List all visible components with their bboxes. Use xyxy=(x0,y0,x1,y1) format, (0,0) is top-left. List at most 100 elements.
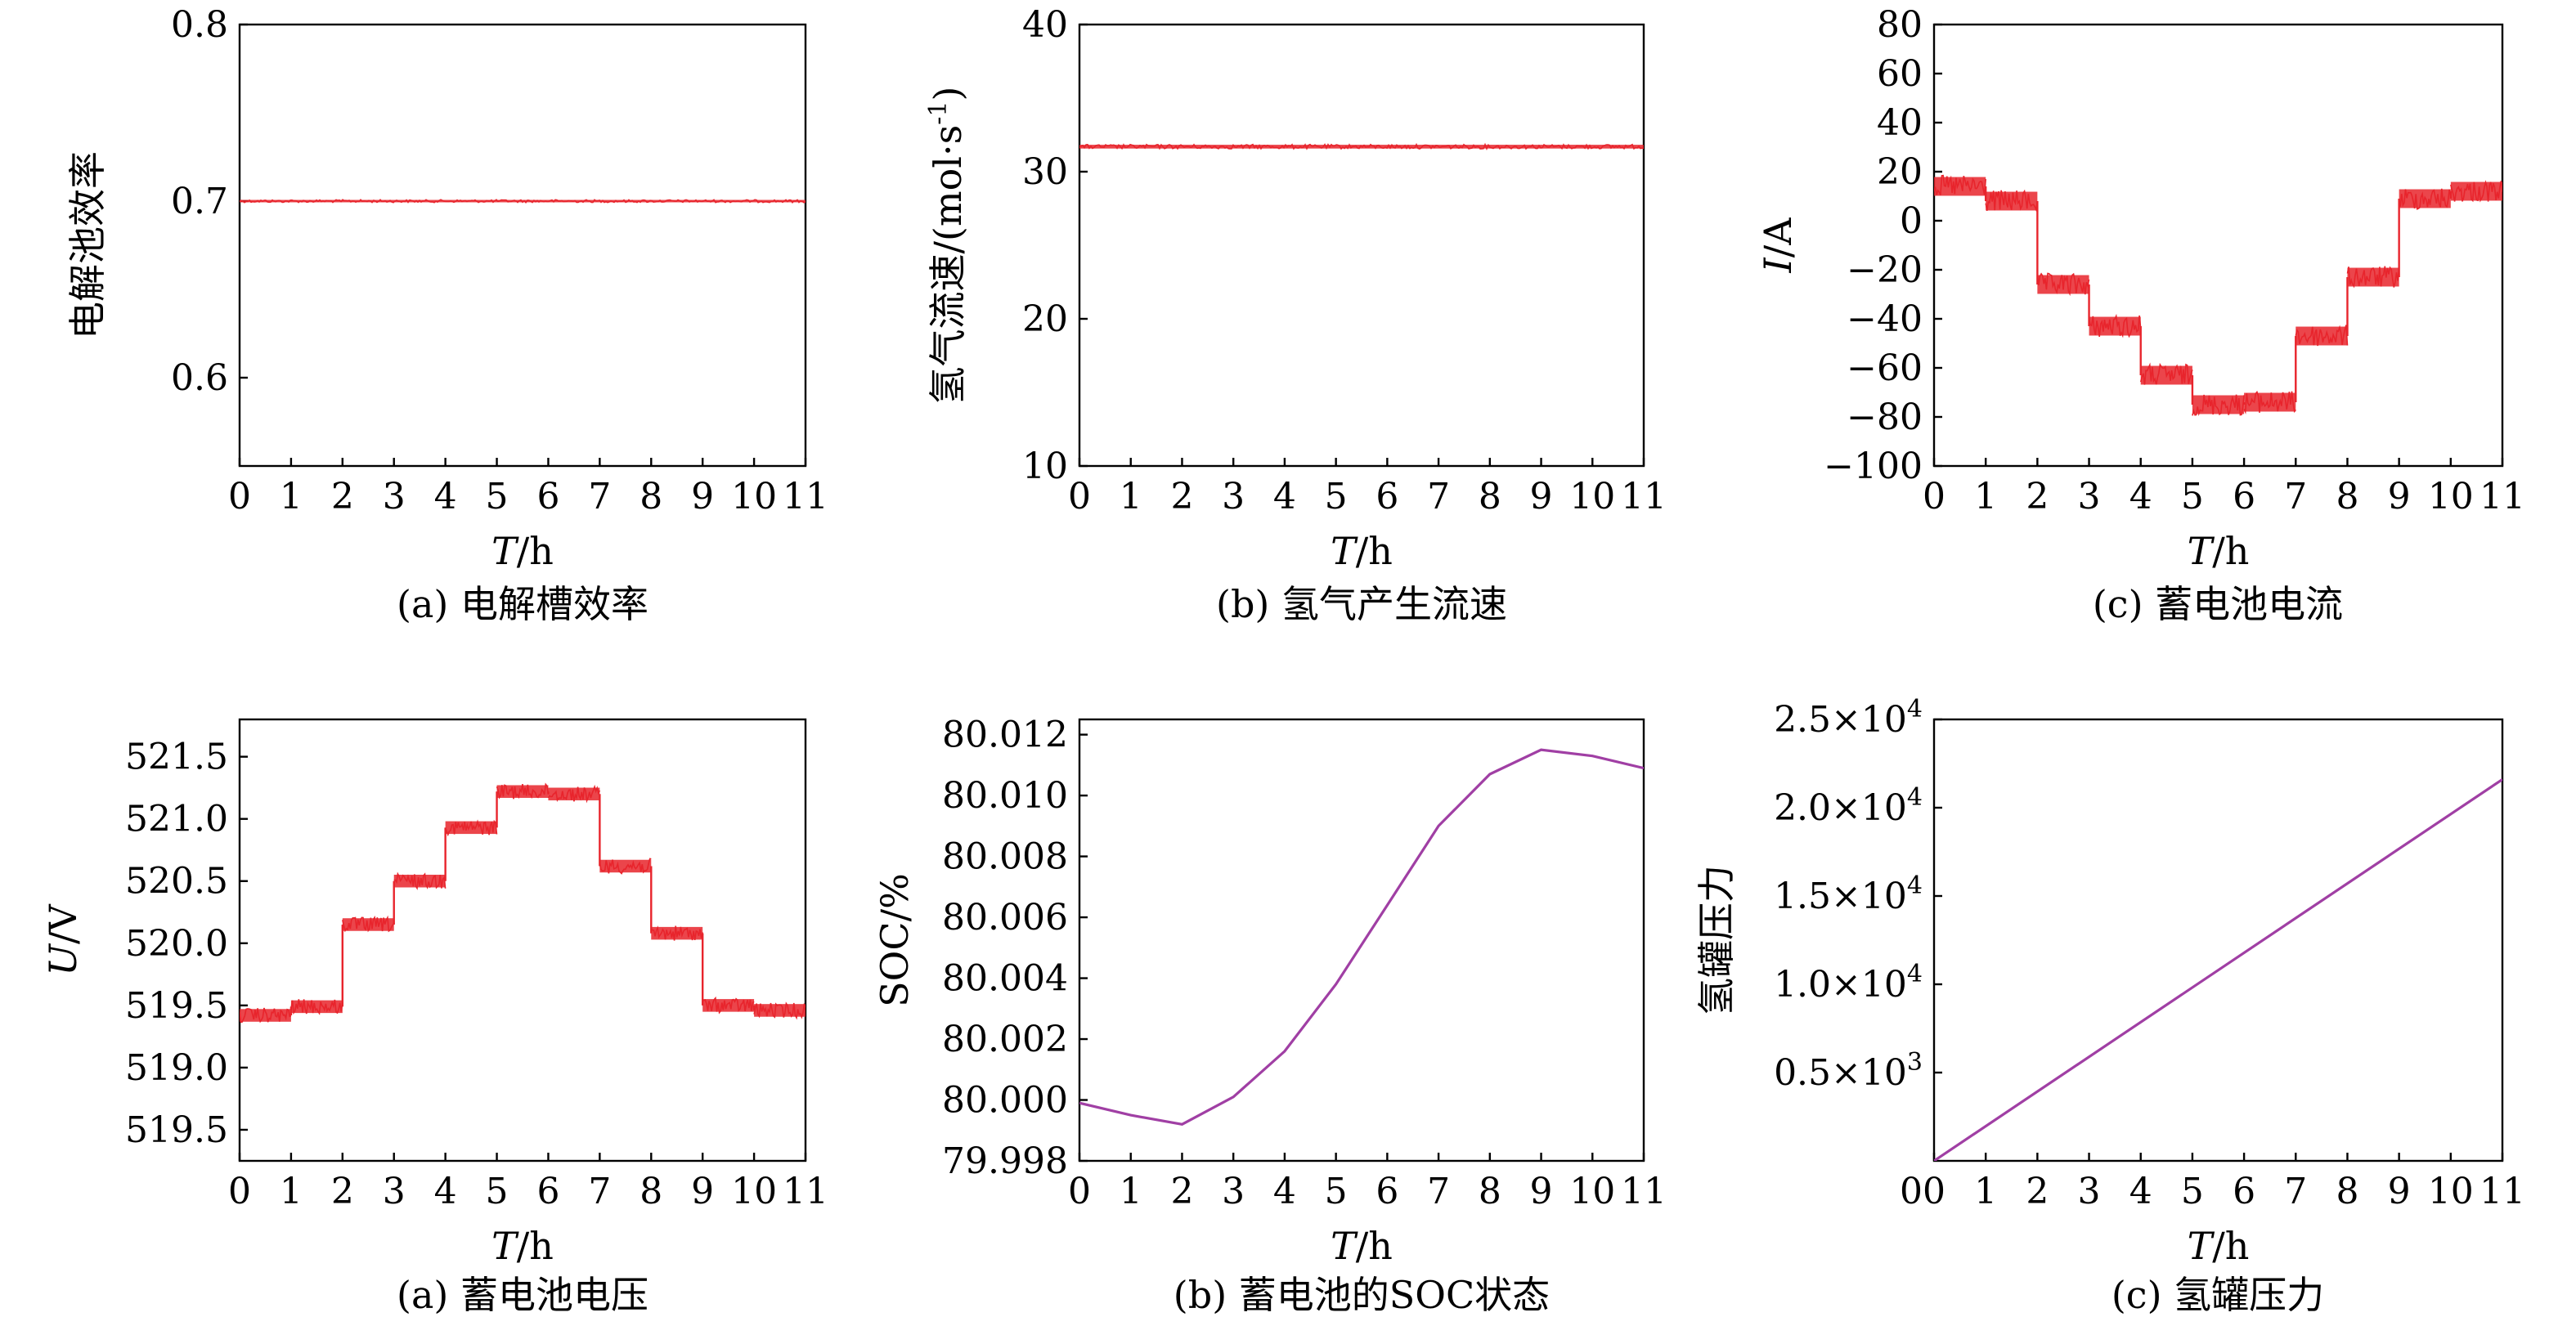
x-tick-label: 7 xyxy=(588,476,611,517)
step-trace xyxy=(2398,188,2452,210)
series-line xyxy=(1934,778,2502,1161)
x-tick-label: 1 xyxy=(1974,1171,1997,1212)
figure-caption: (c) 蓄电池电流 xyxy=(2093,582,2343,626)
x-tick-label: 0 xyxy=(1068,1171,1091,1212)
step-trace xyxy=(1079,142,1644,150)
x-tick-label: 10 xyxy=(1569,476,1615,517)
y-tick-label: 519.0 xyxy=(125,1047,228,1089)
y-tick-label: 519.5 xyxy=(125,1109,228,1151)
y-tick-label: 520.5 xyxy=(125,861,228,903)
series-group xyxy=(1079,142,1644,150)
x-tick-label: 0 xyxy=(228,476,251,517)
y-tick-label: 20 xyxy=(1877,151,1923,193)
step-trace xyxy=(2450,180,2502,203)
x-tick-label: 7 xyxy=(588,1171,611,1212)
x-tick-label: 8 xyxy=(640,1171,662,1212)
x-tick-label: 2 xyxy=(1170,1171,1193,1212)
y-axis-label: 电解池效率 xyxy=(65,151,110,339)
y-tick-label: 0.5×103 xyxy=(1774,1048,1923,1094)
x-tick-label: 3 xyxy=(2078,1171,2101,1212)
x-tick-label: 4 xyxy=(1273,1171,1296,1212)
x-tick-label: 10 xyxy=(2428,1171,2474,1212)
x-tick-label: 11 xyxy=(1621,1171,1667,1212)
y-tick-label: 80.006 xyxy=(942,897,1068,939)
y-tick-label: 20 xyxy=(1022,298,1068,340)
plot-frame xyxy=(1932,718,2504,1162)
x-tick-label: 11 xyxy=(1621,476,1667,517)
x-axis-label: T/h xyxy=(491,529,554,573)
y-tick-label: 60 xyxy=(1877,53,1923,95)
plot-frame xyxy=(1078,718,1645,1162)
y-tick-label: −80 xyxy=(1847,396,1923,438)
step-trace xyxy=(650,925,703,941)
x-tick-label: 8 xyxy=(1479,476,1501,517)
step-trace xyxy=(2088,313,2142,338)
figure-caption: (c) 氢罐压力 xyxy=(2112,1273,2324,1317)
x-tick-label: 6 xyxy=(536,1171,559,1212)
series-group xyxy=(240,199,806,204)
plot-frame xyxy=(1078,23,1645,468)
x-tick-label: 1 xyxy=(280,1171,303,1212)
x-tick-label: 10 xyxy=(731,476,777,517)
y-tick-label: 0.8 xyxy=(171,4,228,46)
x-axis-label: T/h xyxy=(1331,1224,1393,1268)
x-tick-label: 5 xyxy=(486,1171,509,1212)
x-tick-label: 5 xyxy=(2181,476,2204,517)
x-axis-label: T/h xyxy=(2188,1224,2250,1268)
y-tick-label: −60 xyxy=(1847,347,1923,389)
plot-frame xyxy=(238,718,807,1162)
plot-frame xyxy=(1932,23,2504,468)
x-tick-label: 5 xyxy=(2181,1171,2204,1212)
x-tick-label: 9 xyxy=(2388,476,2411,517)
x-tick-label: 2 xyxy=(2026,476,2049,517)
x-tick-label: 0 xyxy=(1068,476,1091,517)
x-tick-label: 3 xyxy=(1222,1171,1245,1212)
y-tick-label: 520.0 xyxy=(125,923,228,965)
x-tick-label: 4 xyxy=(434,1171,457,1212)
y-axis-label: U/V xyxy=(41,903,85,975)
series-group xyxy=(240,782,806,1024)
x-tick-label: 11 xyxy=(783,1171,828,1212)
x-tick-label: 6 xyxy=(2233,476,2255,517)
x-tick-label: 4 xyxy=(2129,1171,2152,1212)
x-tick-label: 4 xyxy=(434,476,457,517)
x-tick-label: 6 xyxy=(1376,1171,1398,1212)
y-tick-label: 80.010 xyxy=(942,775,1068,817)
x-tick-label: 2 xyxy=(331,476,354,517)
x-tick-label: 2 xyxy=(1170,476,1193,517)
y-tick-label: 40 xyxy=(1877,102,1923,144)
y-tick-label: 519.5 xyxy=(125,985,228,1027)
y-tick-label: 80.004 xyxy=(942,958,1068,1000)
y-tick-label: 80 xyxy=(1877,4,1923,46)
x-tick-label: 9 xyxy=(1530,476,1553,517)
step-trace xyxy=(702,996,755,1015)
figure-caption: (b) 氢气产生流速 xyxy=(1216,582,1507,626)
x-tick-label: 7 xyxy=(1427,476,1450,517)
y-tick-label: 80.012 xyxy=(942,715,1068,756)
step-trace xyxy=(2139,362,2193,385)
x-tick-label: 6 xyxy=(1376,476,1398,517)
y-tick-label: 10 xyxy=(1022,446,1068,487)
x-tick-label: 2 xyxy=(331,1171,354,1212)
y-axis-label: I/A xyxy=(1756,217,1800,274)
step-trace xyxy=(2243,390,2296,414)
y-axis-label: SOC/% xyxy=(873,873,917,1007)
figure-caption: (a) 电解槽效率 xyxy=(397,582,648,626)
step-trace xyxy=(342,915,395,933)
x-tick-label: 9 xyxy=(691,476,714,517)
series-group xyxy=(1934,174,2502,417)
step-trace xyxy=(2346,266,2400,289)
x-tick-label: 0 xyxy=(1923,1171,1945,1212)
x-tick-label: 5 xyxy=(486,476,509,517)
y-axis-label: 氢气流速/(mol·s-1) xyxy=(924,87,970,405)
y-tick-label: 521.0 xyxy=(125,799,228,840)
x-tick-label: 2 xyxy=(2026,1171,2049,1212)
x-tick-label: 3 xyxy=(1222,476,1245,517)
x-tick-label: 1 xyxy=(1120,1171,1142,1212)
step-trace xyxy=(1985,189,2039,213)
y-tick-label: 0.6 xyxy=(171,357,228,399)
y-tick-label: 1.0×104 xyxy=(1774,960,1923,1006)
series-line xyxy=(1079,748,1644,1126)
x-tick-label: 10 xyxy=(1569,1171,1615,1212)
